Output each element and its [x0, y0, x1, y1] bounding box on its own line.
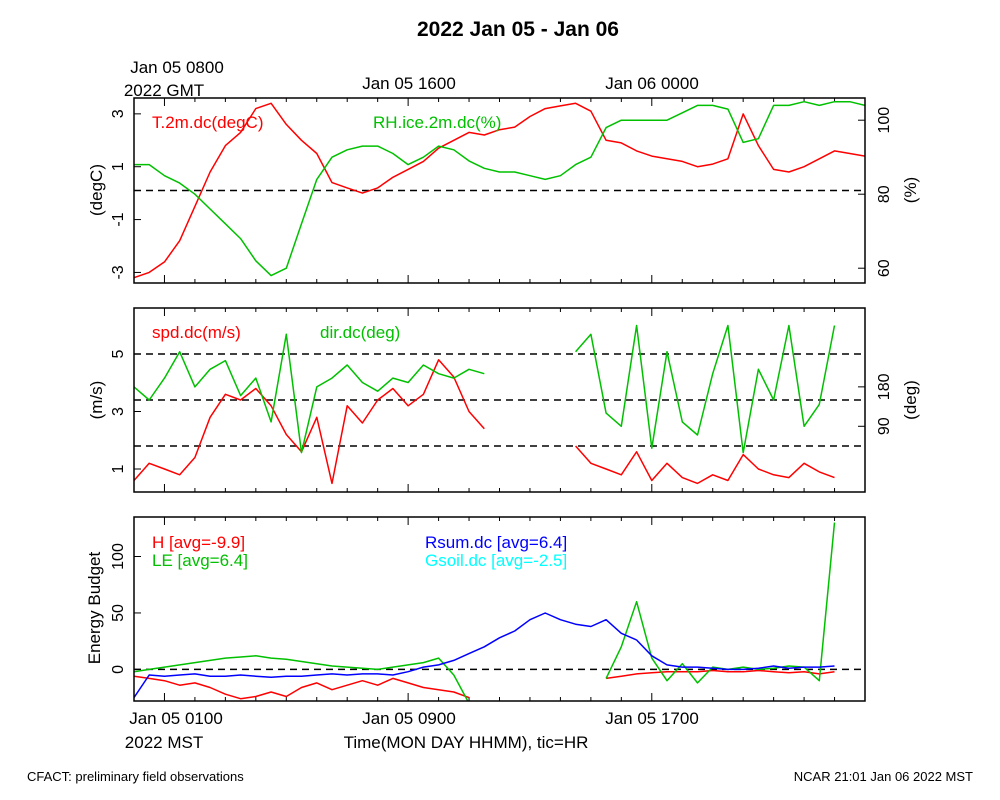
y-tick-label: 1: [110, 464, 127, 473]
y-tick-label-right: 100: [876, 107, 893, 134]
series-line-blue: [134, 612, 835, 699]
y-tick-label: -1: [110, 212, 127, 226]
reference-lines: [134, 353, 865, 447]
y-tick-label-right: 60: [876, 259, 893, 277]
y-tick-label: -3: [110, 265, 127, 279]
temperature-humidity-panel: -3 -1 1 3 60 80 100 T.2m.dc(degC) RH.ice.2m.dc…: [87, 97, 920, 284]
top-axis-label-1: Jan 05 1600: [362, 74, 456, 93]
series-group: [134, 324, 836, 485]
plot-frame: [133, 97, 866, 284]
bottom-axis-label-0: Jan 05 0100: [129, 709, 223, 728]
top-axis-label-2: Jan 06 0000: [605, 74, 699, 93]
wind-panel: 1 3 5 90 180 spd.dc(m/s) dir.dc(deg) (m/s) (…: [87, 307, 920, 493]
series-label-wind-direction: dir.dc(deg): [320, 323, 400, 342]
y-tick-label: 50: [110, 604, 127, 622]
series-line-red: [134, 102, 865, 279]
bottom-axis-label-2: Jan 05 1700: [605, 709, 699, 728]
legend-latent-heat: LE [avg=6.4]: [152, 551, 248, 570]
series-group: [134, 100, 865, 279]
energy-budget-panel: 0 50 100 H [avg=-9.9] LE [avg=6.4] Rsum.dc…: [85, 516, 866, 702]
series-line-red-segment-0: [134, 359, 485, 485]
y-tick-label: 100: [110, 543, 127, 570]
y-tick-label: 5: [110, 349, 127, 358]
top-axis-label-0: Jan 05 0800: [130, 58, 224, 77]
bottom-axis-tz-label: 2022 MST: [125, 733, 203, 752]
series-line-green-segment-0: [134, 333, 485, 454]
y-tick-label: 0: [110, 665, 127, 674]
legend-radiation-sum: Rsum.dc [avg=6.4]: [425, 533, 567, 552]
axis-ticks: -3 -1 1 3 60 80 100: [110, 98, 893, 283]
y-tick-label: 3: [110, 109, 127, 118]
footer-left: CFACT: preliminary field observations: [27, 769, 244, 784]
series-label-wind-speed: spd.dc(m/s): [152, 323, 241, 342]
y-axis-label-right: (%): [901, 177, 920, 203]
series-line-green-segment-1: [575, 324, 836, 454]
legend-soil-heat-flux: Gsoil.dc [avg=-2.5]: [425, 551, 567, 570]
chart-title: 2022 Jan 05 - Jan 06: [417, 18, 619, 41]
legend-sensible-heat: H [avg=-9.9]: [152, 533, 245, 552]
y-axis-label-left: (m/s): [87, 381, 106, 420]
series-line-red-segment-0: [134, 675, 470, 700]
top-axis-tz-label: 2022 GMT: [124, 81, 204, 100]
series-label-temperature: T.2m.dc(degC): [152, 113, 263, 132]
footer-right: NCAR 21:01 Jan 06 2022 MST: [794, 769, 973, 784]
x-axis-title: Time(MON DAY HHMM), tic=HR: [344, 733, 589, 752]
y-tick-label: 3: [110, 407, 127, 416]
series-line-red-segment-1: [575, 445, 835, 485]
y-tick-label-right: 90: [876, 417, 893, 435]
y-tick-label-right: 80: [876, 185, 893, 203]
series-line-green-segment-0: [134, 655, 469, 701]
bottom-axis-label-1: Jan 05 0900: [362, 709, 456, 728]
plot-frame: [133, 516, 866, 702]
plot-frame: [133, 307, 866, 493]
series-group: [134, 522, 836, 701]
y-tick-label: 1: [110, 162, 127, 171]
y-axis-label-right: (deg): [901, 380, 920, 420]
y-axis-label-left: (degC): [87, 164, 106, 216]
y-axis-label-left: Energy Budget: [85, 551, 104, 664]
series-label-humidity: RH.ice.2m.dc(%): [373, 113, 501, 132]
series-line-red-segment-1: [605, 669, 835, 680]
y-tick-label-right: 180: [876, 373, 893, 400]
series-line-green: [134, 100, 865, 277]
